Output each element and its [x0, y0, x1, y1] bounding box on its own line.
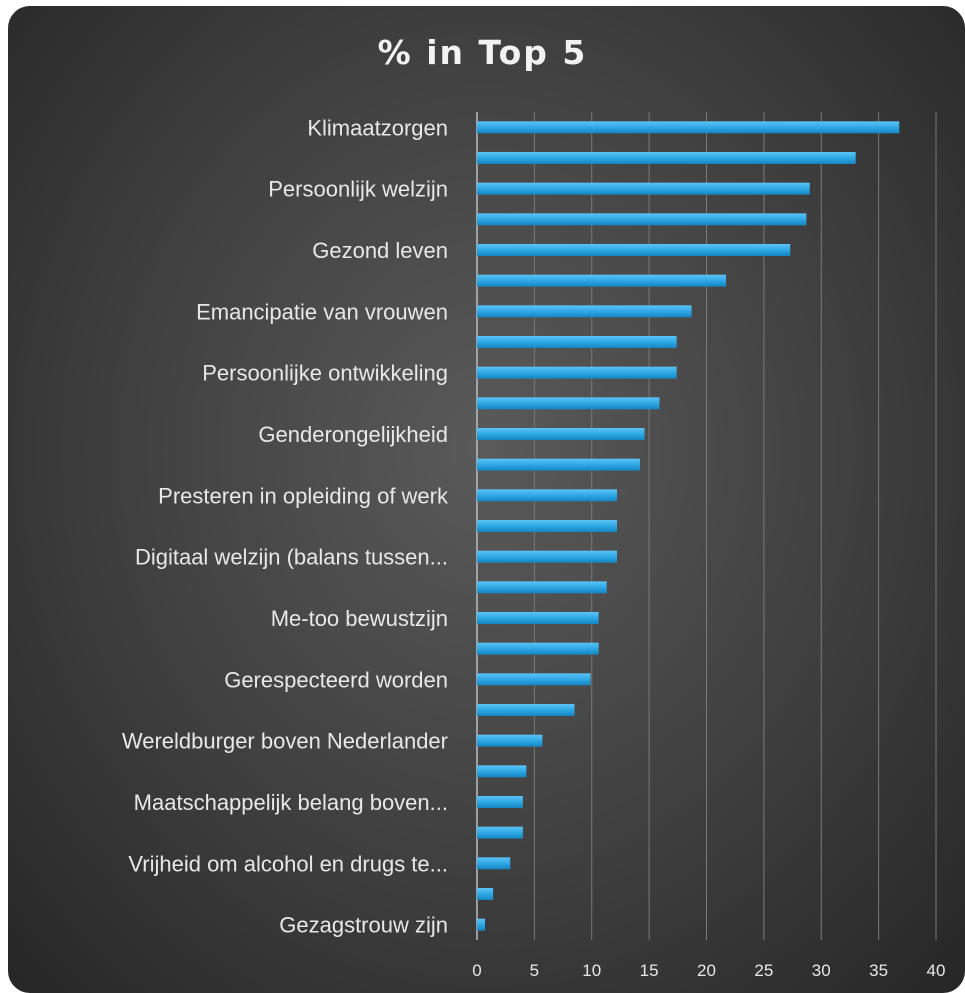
bar: [477, 857, 511, 870]
category-label: Presteren in opleiding of werk: [158, 483, 449, 508]
bar: [477, 336, 677, 348]
category-label: Klimaatzorgen: [307, 115, 448, 140]
bar: [477, 152, 856, 164]
bar: [477, 244, 791, 256]
bar: [477, 826, 523, 839]
bar: [477, 765, 527, 778]
category-label: Gerespecteerd worden: [224, 667, 448, 692]
bar: [477, 704, 575, 716]
bar: [477, 274, 727, 287]
bar: [477, 918, 486, 931]
x-tick-label: 15: [640, 961, 659, 980]
category-label: Maatschappelijk belang boven...: [134, 790, 448, 815]
bar: [477, 642, 599, 655]
bar: [477, 888, 494, 900]
bar: [477, 182, 810, 195]
category-label: Vrijheid om alcohol en drugs te...: [128, 851, 448, 876]
category-label: Genderongelijkheid: [258, 422, 448, 447]
bar: [477, 612, 599, 624]
bar: [477, 428, 645, 440]
x-tick-label: 0: [472, 961, 481, 980]
category-label: Emancipatie van vrouwen: [196, 299, 448, 324]
category-label: Gezond leven: [312, 238, 448, 263]
x-tick-label: 5: [530, 961, 539, 980]
bar: [477, 734, 543, 747]
bar: [477, 397, 660, 410]
x-tick-label: 35: [869, 961, 888, 980]
bar: [477, 489, 617, 502]
x-tick-label: 30: [812, 961, 831, 980]
bar: [477, 458, 640, 471]
chart-title: % in Top 5: [377, 33, 588, 72]
bar: [477, 673, 591, 686]
x-tick-label: 10: [582, 961, 601, 980]
category-label: Gezagstrouw zijn: [279, 913, 448, 938]
bar: [477, 366, 677, 379]
category-label: Wereldburger boven Nederlander: [122, 729, 448, 754]
x-tick-label: 25: [754, 961, 773, 980]
bar: [477, 520, 617, 532]
category-label: Persoonlijk welzijn: [268, 177, 448, 202]
bar: [477, 581, 607, 594]
x-tick-label: 40: [927, 961, 946, 980]
category-label: Me-too bewustzijn: [271, 606, 448, 631]
bar: [477, 213, 807, 226]
category-label: Persoonlijke ontwikkeling: [202, 361, 448, 386]
category-label: Digitaal welzijn (balans tussen...: [135, 545, 448, 570]
bar: [477, 305, 692, 318]
x-tick-label: 20: [697, 961, 716, 980]
bar: [477, 121, 900, 134]
bar: [477, 796, 523, 808]
bar: [477, 550, 617, 563]
